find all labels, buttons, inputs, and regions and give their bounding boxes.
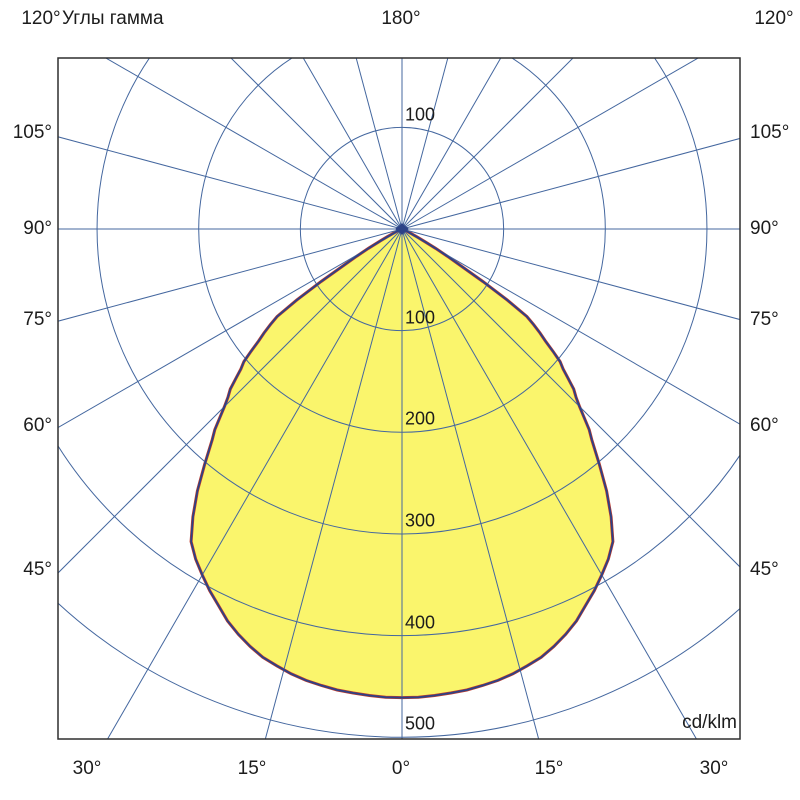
angle-label-left-75°: 75° <box>23 309 52 330</box>
grid-radial-15 <box>401 228 740 321</box>
ring-value-label-200: 200 <box>405 408 436 429</box>
angle-label-left-60°: 60° <box>23 415 52 436</box>
grid-radial-75 <box>401 228 540 739</box>
angle-label-right-90°: 90° <box>750 218 779 239</box>
angle-label-top-180: 180° <box>381 8 421 29</box>
grid-radial-210 <box>104 58 403 230</box>
grid-radial-135 <box>58 228 403 574</box>
angle-label-right-75°: 75° <box>750 309 779 330</box>
grid-radial-255 <box>355 58 403 230</box>
angle-label-bottom-2: 0° <box>391 758 411 779</box>
angle-label-bottom-1: 15° <box>237 758 267 779</box>
angle-label-right-105°: 105° <box>750 122 790 143</box>
page-title: Углы гамма <box>62 8 164 29</box>
angle-label-top-right-120: 120° <box>754 8 794 29</box>
grid-radial-330 <box>401 58 700 230</box>
origin-marker <box>395 223 409 235</box>
angle-label-right-60°: 60° <box>750 415 779 436</box>
ring-value-label-300: 300 <box>405 510 436 531</box>
angle-label-bottom-3: 15° <box>534 758 564 779</box>
grid-radial-30 <box>401 228 740 425</box>
angle-label-left-45°: 45° <box>23 559 52 580</box>
grid-radial-165 <box>58 228 403 322</box>
plot-frame <box>57 57 741 740</box>
ring-value-label-400: 400 <box>405 612 436 633</box>
grid-radial-225 <box>230 58 403 230</box>
angle-label-bottom-4: 30° <box>699 758 729 779</box>
intensity-curve-outline <box>190 228 614 699</box>
grid-radial-195 <box>58 136 403 230</box>
angle-label-left-105°: 105° <box>12 122 52 143</box>
ring-value-label-100: 100 <box>405 307 436 328</box>
grid-radial-45 <box>401 228 740 568</box>
angle-label-bottom-0: 30° <box>72 758 102 779</box>
grid-radial-150 <box>58 228 403 429</box>
grid-radial-345 <box>401 137 740 230</box>
ring-value-label-upper-100: 100 <box>405 104 436 125</box>
grid-radial-105 <box>264 228 403 739</box>
angle-label-left-90°: 90° <box>23 218 52 239</box>
angle-label-right-45°: 45° <box>750 559 779 580</box>
angle-label-top-left-120: 120° <box>21 8 61 29</box>
ring-value-label-500: 500 <box>405 713 436 734</box>
grid-radial-60 <box>401 228 698 739</box>
grid-radial-120 <box>106 228 403 739</box>
unit-label: cd/klm <box>682 712 737 733</box>
grid-radial-285 <box>401 58 449 230</box>
grid-radial-315 <box>401 58 574 230</box>
